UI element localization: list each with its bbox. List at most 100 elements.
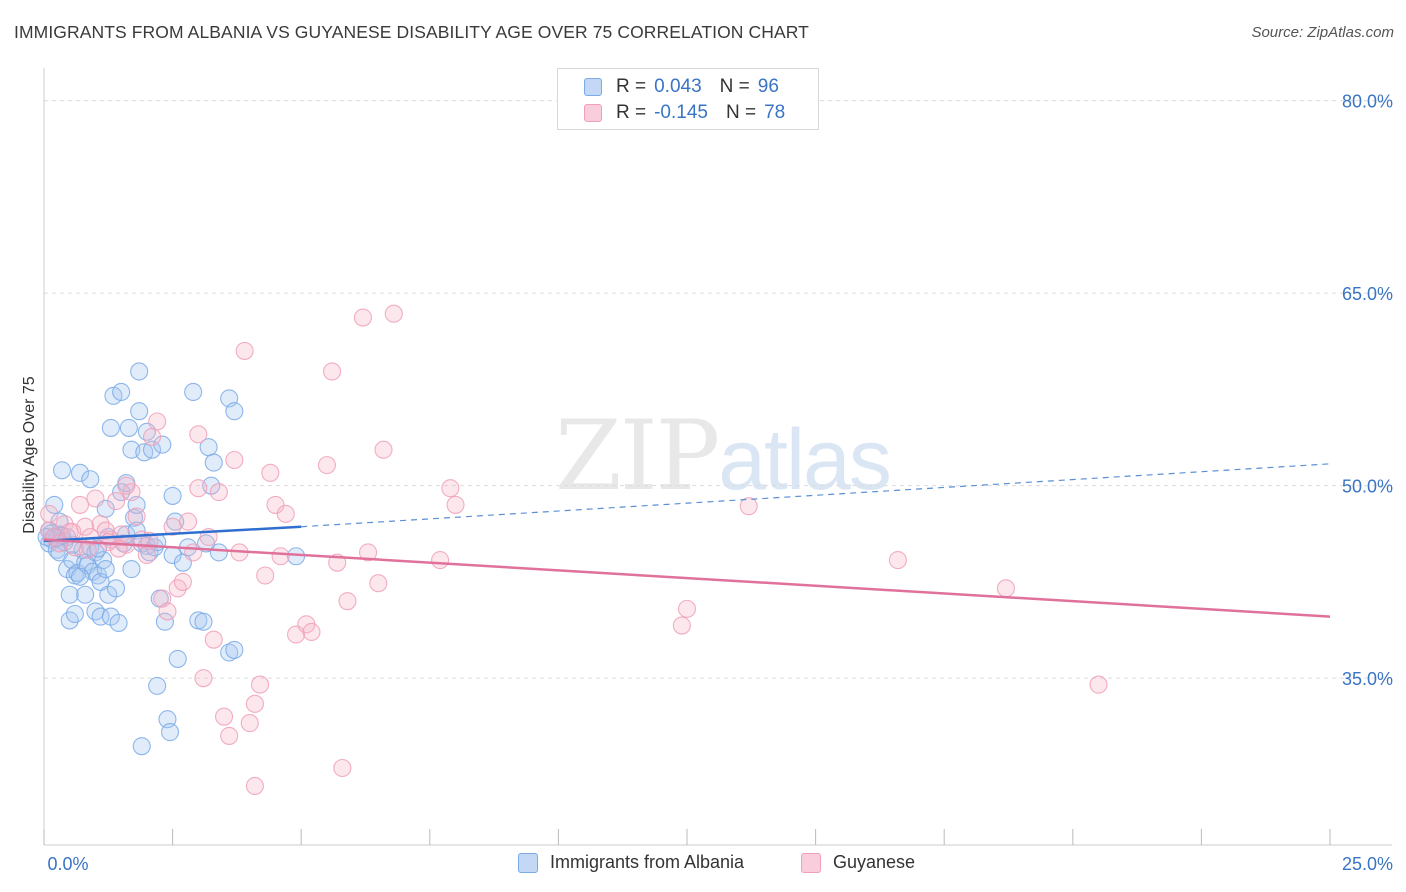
guyanese-point — [317, 456, 336, 475]
albania-point — [168, 649, 187, 668]
guyanese-point — [184, 543, 203, 562]
albania-point — [160, 723, 180, 742]
guyanese-point — [256, 566, 275, 585]
guyanese-point — [173, 572, 192, 591]
albania-point — [225, 640, 244, 659]
guyanese-point — [78, 540, 97, 559]
guyanese-point — [86, 489, 105, 508]
source-label: Source: ZipAtlas.com — [1251, 24, 1394, 41]
guyanese-point — [142, 427, 162, 446]
legend-item-albania[interactable]: Immigrants from Albania — [518, 852, 744, 873]
albania-point — [52, 461, 72, 480]
albania-point — [60, 585, 79, 604]
legend-item-guyanese[interactable]: Guyanese — [801, 852, 915, 873]
chart-title: IMMIGRANTS FROM ALBANIA VS GUYANESE DISA… — [14, 22, 809, 42]
watermark: ZIPatlas — [555, 400, 892, 512]
guyanese-point — [266, 495, 285, 514]
albania-point — [109, 613, 128, 633]
albania-point — [225, 402, 244, 421]
y-tick-label: 35.0% — [1342, 669, 1393, 689]
albania-point — [101, 418, 120, 437]
albania-point — [194, 612, 213, 631]
guyanese-point — [40, 504, 59, 523]
guyanese-point — [235, 341, 254, 360]
albania-point — [65, 604, 84, 624]
guyanese-point — [672, 616, 691, 635]
guyanese-point — [996, 579, 1015, 598]
albania-point — [112, 382, 131, 402]
guyanese-point — [178, 512, 198, 531]
guyanese-point — [225, 450, 244, 470]
guyanese-point — [441, 479, 460, 498]
guyanese-point — [677, 599, 697, 618]
guyanese-point — [888, 551, 907, 570]
albania-trend-line — [43, 525, 302, 543]
albania-point — [119, 418, 138, 437]
guyanese-point — [384, 304, 403, 323]
albania-point — [163, 486, 182, 505]
x-tick-label: 25.0% — [1342, 854, 1393, 874]
legend-swatch-guyanese — [584, 104, 602, 122]
y-tick-label: 50.0% — [1342, 477, 1393, 497]
legend-n-value: 78 — [764, 102, 786, 123]
guyanese-point — [214, 707, 234, 726]
guyanese-point — [158, 602, 177, 621]
legend-r-value: -0.145 — [654, 102, 708, 123]
guyanese-point — [374, 440, 393, 459]
guyanese-point — [220, 726, 239, 745]
albania-point — [106, 579, 126, 598]
guyanese-point — [359, 543, 378, 562]
guyanese-point — [106, 492, 126, 511]
guyanese-trend-line — [43, 538, 1331, 618]
albania-point — [70, 567, 90, 586]
guyanese-point — [117, 476, 136, 495]
guyanese-point — [302, 622, 321, 642]
albania-point — [142, 440, 162, 459]
albania-point — [130, 402, 149, 421]
albania-point — [91, 607, 110, 626]
albania-point — [148, 676, 167, 695]
albania-point — [153, 435, 172, 454]
guyanese-point — [431, 551, 450, 570]
guyanese-point — [323, 362, 342, 381]
albania-point — [76, 585, 95, 604]
albania-point — [96, 560, 115, 579]
guyanese-point — [333, 758, 352, 778]
albania-point — [209, 543, 228, 562]
albania-point — [166, 512, 185, 531]
x-tick-label: 0.0% — [47, 854, 88, 874]
legend-swatch-albania — [518, 852, 538, 873]
legend-r-label: R = — [616, 76, 647, 97]
legend-row-guyanese: R = -0.145 N = 78 — [584, 101, 785, 125]
guyanese-point — [189, 425, 208, 444]
guyanese-point — [245, 776, 264, 796]
legend-n-label: N = — [719, 76, 750, 97]
guyanese-point — [148, 412, 167, 431]
legend-r-value: 0.043 — [654, 76, 702, 97]
albania-point — [132, 737, 151, 756]
legend-swatch-guyanese — [801, 852, 821, 873]
guyanese-point — [250, 675, 270, 694]
y-tick-label: 80.0% — [1342, 92, 1393, 112]
guyanese-point — [127, 507, 146, 526]
guyanese-point — [194, 669, 213, 688]
legend-label-albania: Immigrants from Albania — [550, 852, 745, 872]
legend-n-value: 96 — [757, 76, 779, 97]
albania-point — [45, 495, 64, 514]
guyanese-point — [240, 714, 259, 733]
guyanese-point — [271, 547, 290, 566]
albania-point — [184, 382, 203, 402]
legend-label-guyanese: Guyanese — [833, 852, 916, 872]
albania-point — [204, 453, 223, 472]
correlation-legend: R = 0.043 N = 96 R = -0.145 N = 78 — [557, 68, 819, 130]
albania-point — [122, 560, 141, 579]
guyanese-point — [204, 630, 223, 649]
albania-point — [155, 612, 174, 631]
guyanese-point — [446, 495, 465, 514]
guyanese-point — [1089, 675, 1108, 694]
guyanese-point — [70, 495, 90, 514]
guyanese-point — [338, 592, 357, 611]
albania-point — [70, 463, 90, 482]
albania-point — [81, 470, 100, 489]
